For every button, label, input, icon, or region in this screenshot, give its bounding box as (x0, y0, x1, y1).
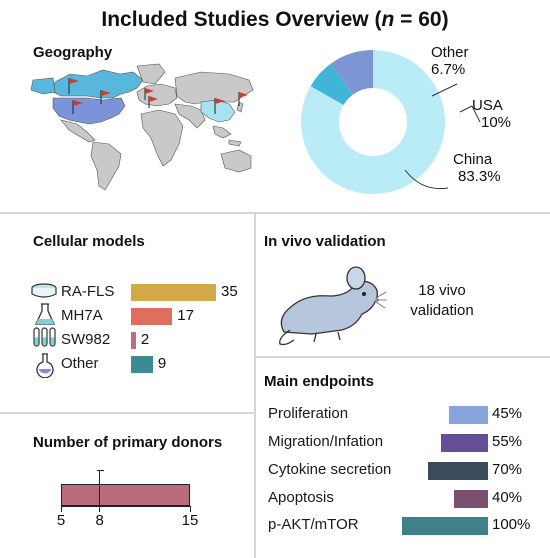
endpoint-bar (402, 517, 488, 535)
cellular-bar (131, 284, 216, 301)
flag-icon (144, 88, 154, 100)
endpoint-value: 40% (492, 489, 523, 506)
donut-slice-other (310, 63, 354, 106)
cellular-bar (131, 332, 136, 349)
endpoint-label: Cytokine secretion (268, 461, 392, 478)
donors-axis (61, 506, 190, 507)
donors-range-bar (61, 484, 190, 506)
cellular-value: 9 (157, 355, 167, 372)
test-tubes-icon (33, 327, 56, 347)
endpoint-bar (449, 406, 488, 424)
map-china (200, 99, 236, 123)
title-n-value: = 60) (394, 8, 449, 31)
cellular-label: SW982 (61, 331, 111, 348)
invivo-line2: validation (410, 302, 474, 319)
donors-tick (99, 506, 101, 512)
donut-value-china: 83.3% (458, 168, 501, 185)
donors-median-cap (96, 470, 104, 471)
endpoint-value: 70% (492, 461, 523, 478)
donors-median-line (99, 470, 101, 506)
map-central-america (60, 119, 96, 143)
endpoint-bar (453, 490, 488, 508)
page-title: Included Studies Overview (n = 60) (0, 8, 550, 32)
endpoint-value: 100% (492, 516, 531, 533)
cellular-label: MH7A (61, 307, 103, 324)
geography-donut (301, 50, 445, 194)
flag-icon (72, 100, 83, 114)
donut-label-china: China (453, 151, 493, 168)
cellular-bar (131, 308, 173, 325)
donut-value-usa: 10% (481, 114, 512, 131)
geography-heading: Geography (33, 44, 113, 61)
donut-slice-china (301, 50, 445, 194)
divider-top (0, 212, 550, 214)
divider-vertical (254, 214, 256, 558)
endpoint-bar (427, 462, 488, 480)
endpoint-label: Apoptosis (268, 489, 334, 506)
title-main: Included Studies Overview ( (101, 8, 382, 31)
endpoints-heading: Main endpoints (264, 373, 374, 390)
map-asia (174, 71, 254, 105)
title-n-symbol: n (381, 8, 395, 31)
endpoint-label: Proliferation (268, 405, 349, 422)
map-europe (136, 83, 178, 107)
map-south-america (90, 141, 122, 191)
world-map (30, 63, 254, 191)
map-canada (52, 69, 144, 99)
petri-dish-icon (31, 283, 57, 298)
map-southeast-asia (212, 125, 242, 147)
map-alaska (30, 77, 56, 95)
donut-value-other: 6.7% (431, 61, 466, 78)
divider-right (256, 356, 550, 358)
donut-label-other: Other (431, 44, 469, 61)
endpoint-value: 45% (492, 405, 523, 422)
donut-slice-usa (330, 50, 373, 95)
flag-icon (68, 78, 79, 94)
flask-icon (34, 303, 56, 325)
map-africa (140, 109, 184, 167)
donors-heading: Number of primary donors (33, 434, 223, 451)
map-japan (236, 101, 244, 113)
divider-left (0, 412, 254, 414)
cellular-value: 17 (177, 307, 194, 324)
invivo-line1: 18 vivo (418, 282, 466, 299)
mouse-icon (279, 266, 387, 346)
cellular-value: 35 (221, 283, 238, 300)
cellular-label: RA-FLS (61, 283, 115, 300)
endpoint-bar (440, 434, 488, 452)
donors-tick (60, 506, 62, 512)
endpoint-value: 55% (492, 433, 523, 450)
map-usa (52, 97, 126, 125)
invivo-heading: In vivo validation (264, 233, 386, 250)
donors-tick-label: 5 (56, 512, 66, 529)
cellular-heading: Cellular models (33, 233, 145, 250)
round-flask-icon (36, 353, 54, 378)
cellular-value: 2 (140, 331, 150, 348)
donut-leader-lines (404, 83, 481, 190)
endpoint-label: Migration/Infation (268, 433, 384, 450)
donut-label-usa: USA (472, 97, 503, 114)
flag-icon (238, 92, 248, 106)
donors-tick-label: 15 (181, 512, 199, 529)
flag-icon (100, 90, 111, 104)
flag-icon (214, 98, 225, 114)
endpoint-label: p-AKT/mTOR (268, 516, 359, 533)
donors-tick-label: 8 (95, 512, 104, 529)
map-greenland (136, 63, 166, 85)
map-south-asia (174, 103, 206, 129)
cellular-label: Other (61, 355, 99, 372)
cellular-bar (131, 356, 153, 373)
map-australia (220, 149, 252, 173)
flag-icon (148, 96, 158, 108)
donors-tick (189, 506, 191, 512)
